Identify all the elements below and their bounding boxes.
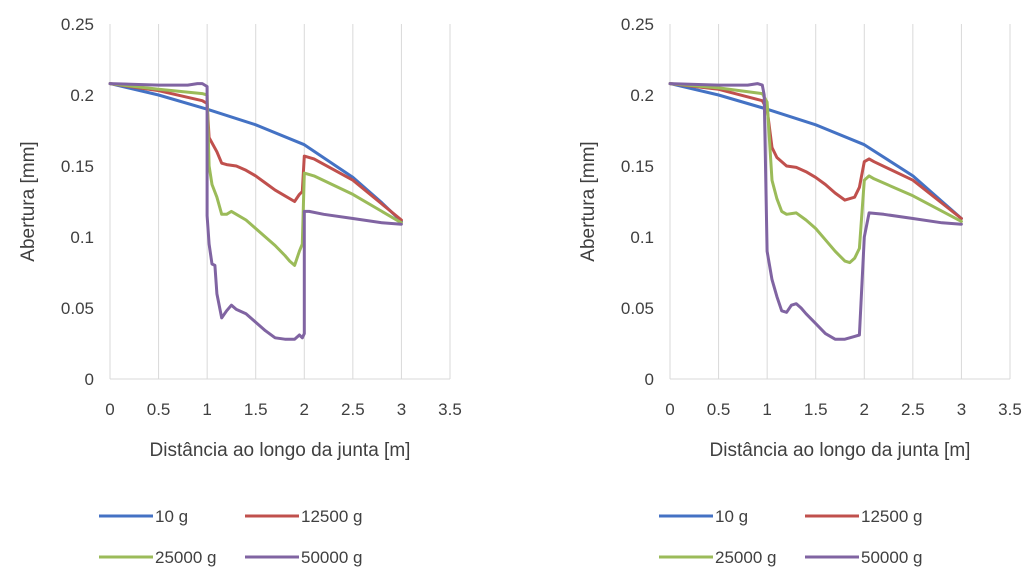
x-tick-label: 0.5 — [147, 400, 171, 419]
legend-label: 10 g — [715, 507, 748, 526]
x-tick-label: 0 — [665, 400, 674, 419]
x-tick-label: 0.5 — [707, 400, 731, 419]
legend-label: 25000 g — [715, 548, 776, 567]
x-tick-label: 2 — [300, 400, 309, 419]
legend-label: 50000 g — [301, 548, 362, 567]
x-tick-label: 3.5 — [438, 400, 462, 419]
chart-svg-right: 0 0.5 1 1.5 2 2.5 3 3.5 0 0.05 0.1 0.15 0.2 0.25 Distâ… — [578, 15, 1022, 567]
y-axis-title: Abertura [mm] — [578, 141, 599, 261]
x-tick-label: 1.5 — [804, 400, 828, 419]
y-tick-label: 0 — [85, 370, 94, 389]
x-tick-label: 0 — [105, 400, 114, 419]
y-axis-title: Abertura [mm] — [18, 141, 39, 261]
x-tick-label: 1.5 — [244, 400, 268, 419]
series-line-10-g — [668, 82, 963, 220]
chart-left: 0 0.5 1 1.5 2 2.5 3 3.5 0 0.05 0.1 0.15 0.2 0.25 Distâ… — [18, 15, 462, 567]
y-tick-label: 0.1 — [70, 228, 94, 247]
y-tick-label: 0.25 — [621, 15, 654, 34]
y-tick-label: 0.05 — [621, 299, 654, 318]
chart-svg-left: 0 0.5 1 1.5 2 2.5 3 3.5 0 0.05 0.1 0.15 0.2 0.25 Distâ… — [18, 15, 462, 567]
x-tick-label: 1 — [762, 400, 771, 419]
y-tick-label: 0.25 — [61, 15, 94, 34]
x-tick-label: 2.5 — [901, 400, 925, 419]
y-tick-label: 0.15 — [61, 157, 94, 176]
x-tick-label: 3.5 — [998, 400, 1022, 419]
legend-label: 50000 g — [861, 548, 922, 567]
legend-label: 12500 g — [301, 507, 362, 526]
x-tick-label: 2 — [860, 400, 869, 419]
legend-label: 12500 g — [861, 507, 922, 526]
y-tick-label: 0.1 — [630, 228, 654, 247]
y-tick-label: 0.2 — [70, 86, 94, 105]
series-line-25000-g — [108, 82, 403, 267]
y-tick-label: 0.05 — [61, 299, 94, 318]
series-line-50000-g — [108, 82, 403, 341]
legend-label: 25000 g — [155, 548, 216, 567]
y-tick-label: 0.2 — [630, 86, 654, 105]
y-tick-label: 0.15 — [621, 157, 654, 176]
series-line-25000-g — [668, 82, 963, 265]
x-tick-label: 1 — [202, 400, 211, 419]
y-tick-label: 0 — [645, 370, 654, 389]
legend-label: 10 g — [155, 507, 188, 526]
x-axis-title: Distância ao longo da junta [m] — [710, 440, 971, 461]
series-line-50000-g — [668, 82, 963, 341]
chart-right: 0 0.5 1 1.5 2 2.5 3 3.5 0 0.05 0.1 0.15 0.2 0.25 Distâ… — [560, 0, 1024, 573]
x-axis-title: Distância ao longo da junta [m] — [150, 440, 411, 461]
x-tick-label: 3 — [957, 400, 966, 419]
x-tick-label: 2.5 — [341, 400, 365, 419]
x-tick-label: 3 — [397, 400, 406, 419]
